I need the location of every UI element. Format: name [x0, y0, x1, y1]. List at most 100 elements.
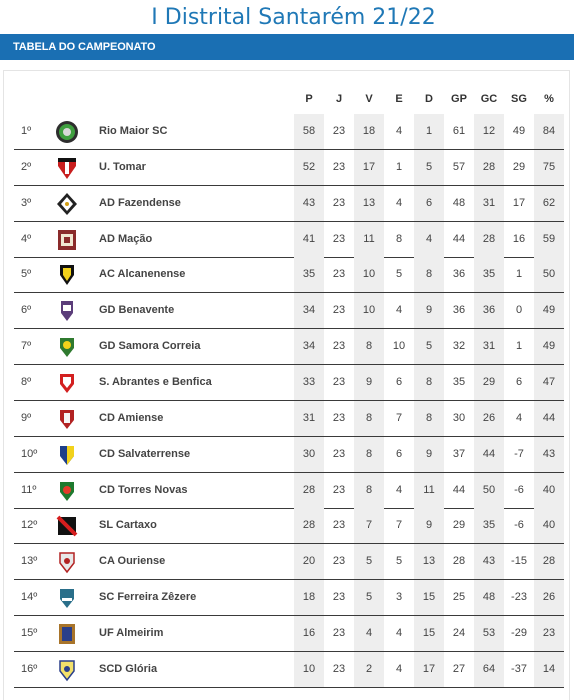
row-cell-j: 23 [332, 125, 346, 137]
table-row: 5º AC Alcanenense 35 23 10 5 8 36 35 1 50 [14, 257, 564, 294]
row-cell-d: 5 [414, 149, 444, 185]
row-team-name: GD Samora Correia [99, 340, 201, 353]
row-cell-gp: 57 [452, 160, 466, 173]
row-cell-v: 8 [354, 400, 384, 436]
row-cell-sg: -23 [511, 591, 527, 604]
row-cell-d: 9 [414, 293, 444, 329]
row-cell-d: 8 [414, 257, 444, 293]
header-pct: % [544, 93, 554, 105]
row-cell-pct: 59 [534, 221, 564, 257]
row-cell-e: 5 [395, 268, 403, 281]
header-p: P [305, 93, 313, 105]
cartaxo-crest-icon [56, 515, 78, 537]
row-position: 1º [21, 125, 32, 137]
row-cell-v: 10 [354, 257, 384, 293]
row-team-name: S. Abrantes e Benfica [99, 375, 212, 388]
row-cell-v: 9 [354, 364, 384, 400]
row-cell-v: 8 [354, 472, 384, 508]
row-cell-gp: 32 [452, 340, 466, 353]
row-cell-gc: 44 [474, 436, 504, 472]
row-cell-p: 30 [294, 436, 324, 472]
row-cell-j: 23 [332, 411, 346, 424]
table-row: 10º CD Salvaterrense 30 23 8 6 9 37 44 -7 43 [14, 436, 564, 473]
row-cell-v: 17 [354, 149, 384, 185]
row-cell-e: 4 [395, 125, 403, 137]
row-position: 8º [21, 375, 32, 388]
row-cell-gc: 36 [474, 293, 504, 329]
tomar-crest-icon [58, 157, 76, 179]
row-team-name: SL Cartaxo [99, 519, 157, 532]
row-cell-v: 18 [354, 114, 384, 149]
row-cell-sg: -37 [511, 662, 527, 675]
row-cell-sg: -6 [514, 483, 524, 496]
row-cell-v: 8 [354, 329, 384, 365]
row-cell-v: 5 [354, 580, 384, 616]
table-row: 14º SC Ferreira Zêzere 18 23 5 3 15 25 48 -23 26 [14, 580, 564, 617]
row-cell-sg: 1 [515, 340, 523, 353]
page-title: I Distrital Santarém 21/22 [151, 5, 436, 30]
row-cell-p: 34 [294, 293, 324, 329]
row-cell-sg: 4 [515, 411, 523, 424]
table-row: 7º GD Samora Correia 34 23 8 10 5 32 31 1 49 [14, 329, 564, 366]
macao-crest-icon [58, 229, 76, 250]
row-cell-pct: 44 [534, 400, 564, 436]
header-j: J [335, 93, 343, 105]
ouriense-crest-icon [59, 552, 75, 574]
row-cell-gp: 29 [452, 519, 466, 532]
row-cell-j: 23 [332, 626, 346, 639]
header-v: V [365, 93, 373, 105]
row-cell-j: 23 [332, 304, 346, 317]
table-row: 6º GD Benavente 34 23 10 4 9 36 36 0 49 [14, 293, 564, 330]
row-position: 10º [21, 447, 38, 460]
row-cell-pct: 40 [534, 472, 564, 508]
row-cell-pct: 62 [534, 185, 564, 221]
row-cell-pct: 26 [534, 580, 564, 616]
row-cell-gp: 35 [452, 375, 466, 388]
row-cell-v: 4 [354, 615, 384, 651]
row-cell-e: 4 [395, 662, 403, 675]
row-team-name: CD Salvaterrense [99, 447, 191, 460]
row-cell-d: 11 [414, 472, 444, 508]
row-cell-j: 23 [332, 447, 346, 460]
row-cell-e: 4 [395, 304, 403, 317]
rio-maior-crest-icon [56, 121, 78, 143]
row-position: 4º [21, 232, 32, 245]
ferreira-zezere-crest-icon [60, 589, 74, 609]
row-cell-pct: 28 [534, 544, 564, 580]
row-cell-d: 13 [414, 544, 444, 580]
row-cell-v: 7 [354, 508, 384, 544]
row-cell-pct: 50 [534, 257, 564, 293]
fazendense-crest-icon [57, 192, 77, 215]
row-cell-j: 23 [332, 519, 346, 532]
row-cell-gc: 28 [474, 149, 504, 185]
row-cell-p: 28 [294, 472, 324, 508]
row-cell-d: 5 [414, 329, 444, 365]
row-cell-sg: 49 [512, 125, 526, 137]
row-cell-gc: 35 [474, 257, 504, 293]
header-sg: SG [511, 93, 527, 105]
row-team-name: GD Benavente [99, 304, 175, 317]
row-cell-gc: 35 [474, 508, 504, 544]
table-row: 11º CD Torres Novas 28 23 8 4 11 44 50 -6 40 [14, 472, 564, 509]
row-cell-gc: 28 [474, 221, 504, 257]
torres-novas-crest-icon [60, 481, 74, 501]
row-position: 7º [21, 340, 32, 353]
row-cell-gc: 53 [474, 615, 504, 651]
row-cell-sg: 29 [512, 160, 526, 173]
header-e: E [395, 93, 403, 105]
gloria-crest-icon [59, 660, 75, 681]
row-position: 2º [21, 160, 32, 173]
row-cell-pct: 49 [534, 329, 564, 365]
row-position: 15º [21, 626, 38, 639]
row-position: 12º [21, 519, 38, 532]
row-cell-sg: -15 [511, 555, 527, 568]
row-team-name: SC Ferreira Zêzere [99, 591, 197, 604]
row-position: 13º [21, 555, 38, 568]
row-cell-pct: 75 [534, 149, 564, 185]
row-cell-d: 17 [414, 651, 444, 687]
row-cell-j: 23 [332, 232, 346, 245]
row-cell-gp: 30 [452, 411, 466, 424]
row-team-name: Rio Maior SC [99, 125, 168, 137]
row-team-name: AD Fazendense [99, 196, 181, 209]
row-cell-e: 5 [395, 555, 403, 568]
